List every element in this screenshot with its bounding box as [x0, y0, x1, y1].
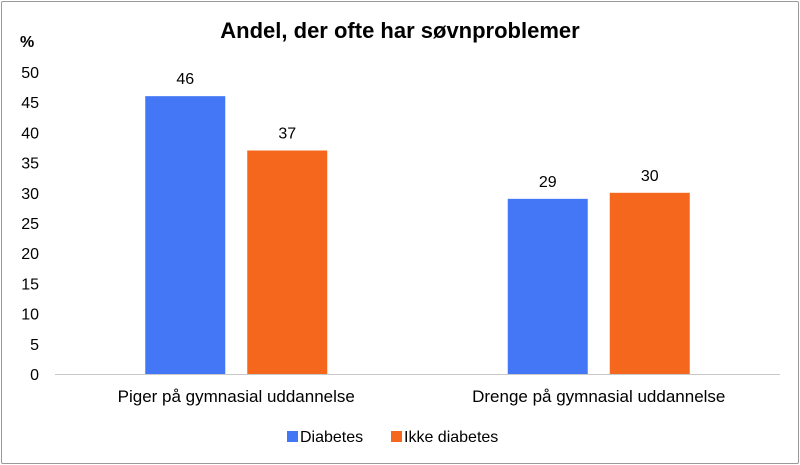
y-tick-label: 40	[21, 125, 39, 142]
data-labels: 46 29 37 30	[176, 71, 658, 191]
chart-title: Andel, der ofte har søvnproblemer	[220, 18, 580, 43]
y-tick-label: 50	[21, 65, 39, 82]
bar-ikke-diabetes	[247, 150, 328, 374]
x-category-label: Drenge på gymnasial uddannelse	[472, 387, 725, 406]
data-label: 29	[539, 174, 557, 191]
y-tick-label: 10	[21, 307, 39, 324]
y-tick-label: 45	[21, 95, 39, 112]
y-tick-label: 5	[30, 337, 39, 354]
legend-swatch	[287, 431, 298, 442]
legend: Diabetes Ikke diabetes	[287, 429, 498, 446]
bar-diabetes	[507, 198, 588, 374]
bar-diabetes	[145, 96, 226, 374]
y-tick-label: 25	[21, 216, 39, 233]
y-axis-unit-label: %	[20, 34, 34, 51]
y-tick-label: 35	[21, 156, 39, 173]
y-axis-ticks: 0 5 10 15 20 25 30 35 40 45 50	[21, 65, 39, 384]
legend-label: Diabetes	[300, 429, 363, 446]
bar-ikke-diabetes	[609, 192, 690, 374]
y-tick-label: 0	[30, 367, 39, 384]
bars	[145, 96, 690, 374]
legend-label: Ikke diabetes	[404, 429, 498, 446]
legend-swatch	[391, 431, 402, 442]
y-tick-label: 30	[21, 186, 39, 203]
data-label: 46	[176, 71, 194, 88]
x-category-label: Piger på gymnasial uddannelse	[118, 387, 355, 406]
x-axis-categories: Piger på gymnasial uddannelse Drenge på g…	[118, 387, 726, 406]
data-label: 37	[278, 126, 296, 143]
y-tick-label: 15	[21, 276, 39, 293]
data-label: 30	[641, 168, 659, 185]
y-tick-label: 20	[21, 246, 39, 263]
